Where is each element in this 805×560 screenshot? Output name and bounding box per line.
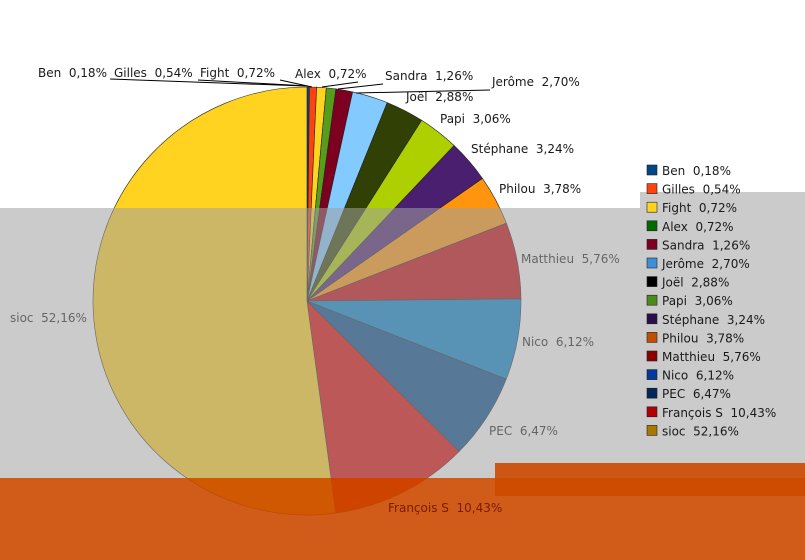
legend-swatch-12 xyxy=(646,369,658,380)
legend-label-15: sioc 52,16% xyxy=(662,424,739,438)
slice-label-2: Gilles 0,54% xyxy=(114,66,193,80)
legend-label-1: Ben 0,18% xyxy=(662,164,731,178)
legend-swatch-5 xyxy=(646,239,658,250)
slice-label-4: Alex 0,72% xyxy=(295,67,367,81)
leader-line-1 xyxy=(109,78,306,87)
gray-overlay-band xyxy=(0,208,805,478)
slice-label-9: Stéphane 3,24% xyxy=(471,142,574,156)
legend-label-3: Fight 0,72% xyxy=(662,201,737,215)
leader-line-6 xyxy=(355,89,491,94)
slice-label-6: Jerôme 2,70% xyxy=(491,75,580,89)
legend-label-2: Gilles 0,54% xyxy=(662,183,741,197)
legend-label-8: Papi 3,06% xyxy=(662,294,733,308)
legend-label-5: Sandra 1,26% xyxy=(662,238,750,252)
legend-swatch-14 xyxy=(646,406,658,418)
legend-label-9: Stéphane 3,24% xyxy=(662,313,765,327)
slice-label-8: Papi 3,06% xyxy=(440,112,511,126)
legend-swatch-1 xyxy=(646,164,658,176)
orange-overlay-tab xyxy=(495,463,805,496)
gray-overlay-tab xyxy=(640,192,805,208)
slice-label-7: Joël 2,88% xyxy=(405,90,473,104)
legend-swatch-11 xyxy=(646,350,658,362)
overlay-bands: François S 10,43% xyxy=(0,192,805,560)
legend-swatch-6 xyxy=(646,257,658,269)
leader-line-3 xyxy=(279,79,313,88)
legend-label-7: Joël 2,88% xyxy=(661,276,729,290)
slice-label-10: Philou 3,78% xyxy=(499,182,581,196)
slice-label-1: Ben 0,18% xyxy=(38,66,107,80)
legend-swatch-4 xyxy=(646,220,658,232)
legend-swatch-3 xyxy=(646,201,658,213)
slice-label-14: François S 10,43% xyxy=(388,501,502,515)
legend-swatch-8 xyxy=(646,294,658,306)
legend-label-11: Matthieu 5,76% xyxy=(662,350,761,364)
legend-swatch-10 xyxy=(646,332,658,343)
leader-lines xyxy=(109,78,491,94)
legend-label-10: Philou 3,78% xyxy=(662,331,744,345)
leader-line-2 xyxy=(197,79,309,87)
legend-swatch-7 xyxy=(646,276,658,287)
legend-label-6: Jerôme 2,70% xyxy=(661,257,750,271)
legend-swatch-9 xyxy=(646,313,658,325)
legend-label-14: François S 10,43% xyxy=(662,406,776,420)
legend: Ben 0,18% Gilles 0,54% Fight 0,72% Alex 0,7… xyxy=(646,164,776,438)
legend-swatch-13 xyxy=(646,387,658,399)
leader-line-4 xyxy=(321,81,359,88)
legend-swatch-15 xyxy=(646,425,658,436)
leader-line-5 xyxy=(337,83,384,90)
legend-label-4: Alex 0,72% xyxy=(662,220,734,234)
legend-label-13: PEC 6,47% xyxy=(662,387,731,401)
legend-swatch-2 xyxy=(646,183,658,194)
slice-label-3: Fight 0,72% xyxy=(200,66,275,80)
slice-label-5: Sandra 1,26% xyxy=(385,69,473,83)
legend-label-12: Nico 6,12% xyxy=(662,369,734,383)
